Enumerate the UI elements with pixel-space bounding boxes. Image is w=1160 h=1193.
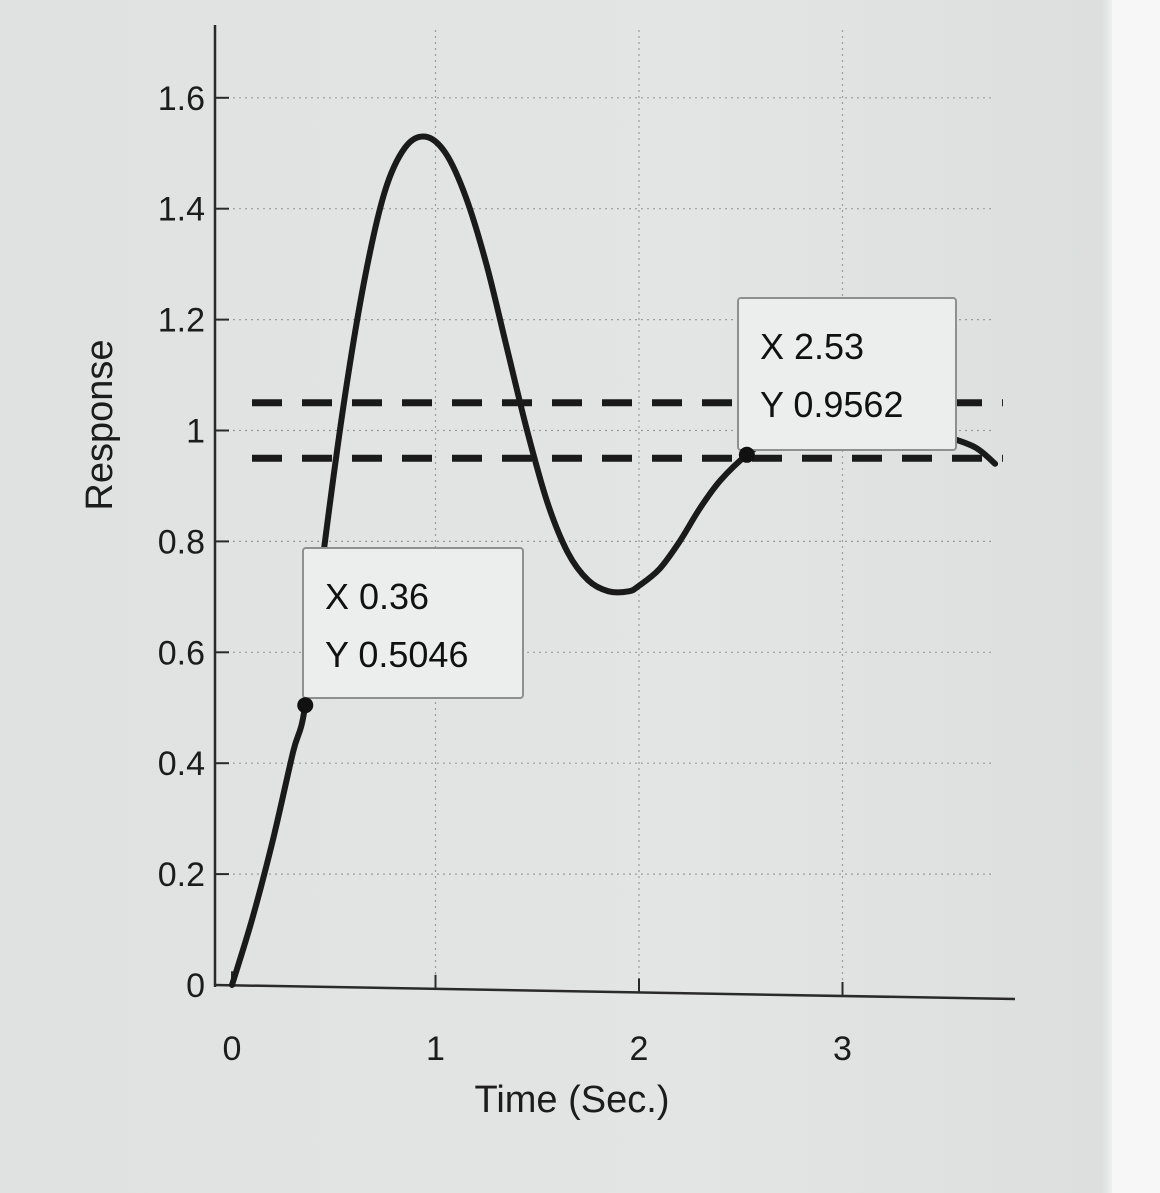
y-tick-label-1: 0.2 (158, 856, 205, 894)
datatip-1[interactable]: X 0.36 Y 0.5046 (297, 547, 524, 714)
datatip-marker (738, 446, 755, 463)
axes (213, 25, 1016, 1001)
y-axis-title: Response (79, 339, 121, 510)
datatip-y-text: Y 0.5046 (325, 634, 468, 675)
datatip-y-text: Y 0.9562 (760, 384, 903, 425)
datatips[interactable]: X 0.36 Y 0.5046 X 2.53 Y 0.9562 (297, 297, 957, 714)
datatip-box (737, 297, 957, 451)
tick-labels: 0 0.2 0.4 0.6 0.8 1 1.2 1.4 1.6 0 1 2 3 (158, 80, 852, 1068)
x-tick-label-3: 3 (833, 1030, 852, 1068)
datatip-x-text: X 2.53 (760, 326, 864, 367)
x-axis-title: Time (Sec.) (475, 1079, 670, 1121)
datatip-box (302, 547, 524, 699)
x-tick-label-0: 0 (223, 1030, 242, 1068)
y-tick-label-6: 1.2 (158, 302, 205, 340)
y-tick-label-7: 1.4 (158, 191, 205, 229)
datatip-marker (297, 697, 314, 714)
x-tick-label-2: 2 (630, 1030, 649, 1068)
y-tick-label-5: 1 (186, 413, 205, 451)
y-tick-label-0: 0 (186, 967, 205, 1005)
x-axis-line (214, 983, 1016, 1001)
y-tick-label-8: 1.6 (158, 80, 205, 118)
datatip-2[interactable]: X 2.53 Y 0.9562 (737, 297, 957, 463)
datatip-x-text: X 0.36 (325, 576, 429, 617)
y-tick-label-3: 0.6 (158, 634, 205, 672)
y-tick-label-2: 0.4 (158, 745, 205, 783)
x-tick-label-1: 1 (426, 1030, 445, 1068)
y-tick-label-4: 0.8 (158, 523, 205, 561)
